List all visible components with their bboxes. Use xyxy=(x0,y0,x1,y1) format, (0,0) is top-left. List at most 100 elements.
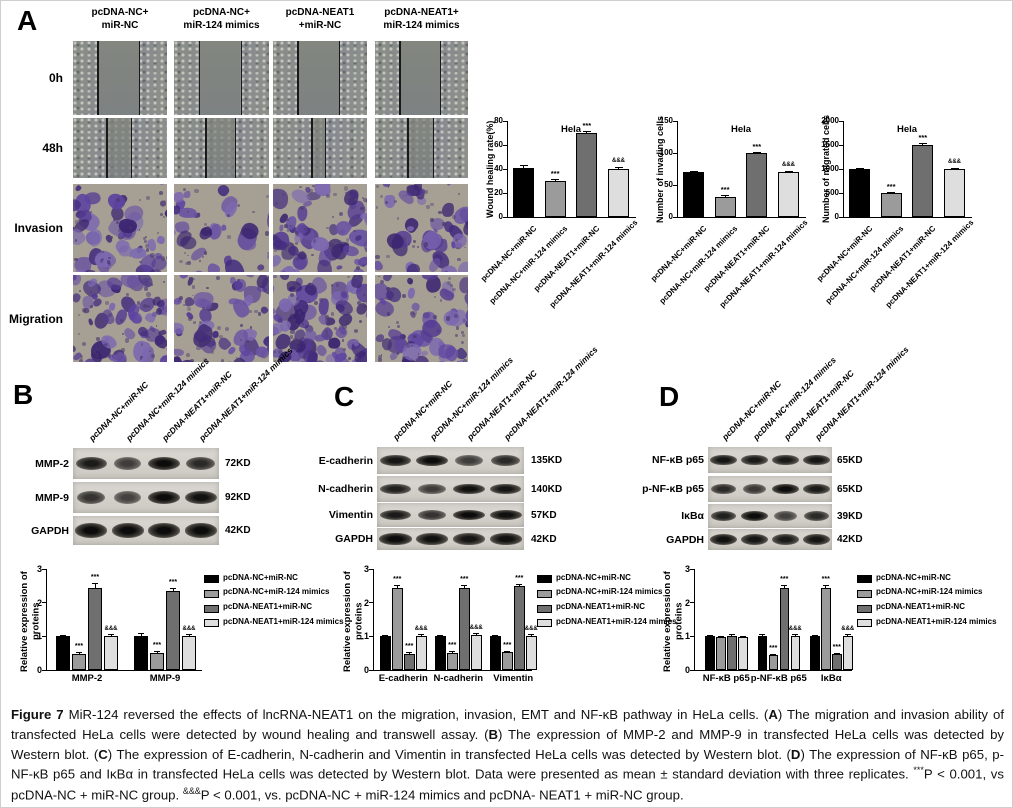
invasion-image-2-speck xyxy=(198,259,202,263)
migration-image-2-speck xyxy=(191,284,196,289)
migration-image-2-speck xyxy=(216,302,219,305)
migrated-cells-y-tick-mark xyxy=(839,144,843,146)
migrated-cells-error-cap xyxy=(950,167,959,169)
invasion-image-2-speck xyxy=(252,210,256,214)
migration-image-1-speck xyxy=(151,353,155,358)
wound-48h-image-1-migrated-cells xyxy=(107,118,131,178)
panel-c-expression-bar xyxy=(490,636,501,670)
wound-48h-image-1-scratch-edge-right xyxy=(130,118,133,178)
wound-48h-image-4 xyxy=(375,118,468,178)
blot-band xyxy=(380,483,411,495)
panel-c-expression-error-cap xyxy=(449,651,456,653)
migration-image-4-speck xyxy=(452,287,457,292)
migration-image-3-speck xyxy=(307,352,310,356)
migration-image-3-speck xyxy=(301,307,306,312)
panel-d-expression-error-cap xyxy=(822,584,829,586)
wound-0h-image-2 xyxy=(174,41,269,115)
invasion-image-2-speck xyxy=(187,254,189,257)
panel-c-expression-bar xyxy=(435,636,446,670)
migration-image-2-speck xyxy=(206,342,208,345)
wound-48h-image-3-cell-field-right xyxy=(324,118,367,178)
migration-image-1-speck xyxy=(146,292,151,297)
invading-cells-sig-marker: &&& xyxy=(782,161,795,168)
invasion-image-2-speck xyxy=(266,251,269,254)
invasion-image-1-speck xyxy=(128,225,133,230)
wound-0h-image-1-wound-area xyxy=(98,41,139,115)
wound-48h-image-3-wound-area xyxy=(312,118,325,178)
blot-band xyxy=(114,490,142,504)
panel-c-expression-legend-swatch xyxy=(537,604,552,613)
blot-kd-label: 42KD xyxy=(837,534,863,545)
blot-strip-GAPDH xyxy=(377,528,524,550)
migration-image-2-speck xyxy=(249,310,252,314)
invasion-image-1-speck xyxy=(161,256,166,261)
panel-b-expression-legend-swatch xyxy=(204,589,219,598)
column-header-3: pcDNA-NEAT1 +miR-NC xyxy=(285,7,355,31)
panel-b-expression-bar xyxy=(150,653,164,670)
panel-b-expression-legend-swatch xyxy=(204,604,219,613)
migration-image-1-speck xyxy=(162,345,166,350)
invasion-image-1-speck xyxy=(138,229,141,231)
migration-image-3-speck xyxy=(327,318,331,323)
invasion-image-1-speck xyxy=(110,235,114,239)
invasion-image-3-speck xyxy=(360,206,364,210)
migration-image-4-speck xyxy=(396,352,400,355)
migration-image-1-speck xyxy=(146,305,150,309)
blot-row-label-MMP-2: MMP-2 xyxy=(35,457,69,470)
migrated-cells-sig-marker: &&& xyxy=(948,158,961,165)
wound-0h-image-4-cell-field-left xyxy=(375,41,401,115)
panel-b-expression-category-label: MMP-2 xyxy=(71,673,103,684)
invasion-image-4-speck xyxy=(455,238,458,242)
wound-48h-image-1-cell-field-left xyxy=(73,118,108,178)
panel-c-expression-sig-marker: &&& xyxy=(414,625,428,632)
migration-image-3-speck xyxy=(308,300,311,304)
invasion-image-4-speck xyxy=(394,200,397,204)
panel-c-expression-sig-marker: *** xyxy=(460,575,469,583)
migration-image-1-stained-cell xyxy=(161,353,167,360)
migrated-cells-bar xyxy=(912,145,934,217)
panel-b-expression-sig-marker: &&& xyxy=(182,626,196,633)
invasion-image-3-speck xyxy=(347,193,350,197)
wound-48h-image-1-scratch-edge-left xyxy=(106,118,108,178)
migration-image-3-speck xyxy=(347,356,352,361)
panel-d-expression-legend-label: pcDNA-NC+miR-124 mimics xyxy=(876,587,983,597)
invasion-image-3-speck xyxy=(343,186,349,191)
wound-48h-image-1-cell-field-right xyxy=(130,118,167,178)
panel-d-expression-error-bar xyxy=(783,585,785,588)
wound-48h-image-1-wound-area xyxy=(107,118,131,178)
wound-0h-image-3-scratch-edge-right xyxy=(338,41,341,115)
migration-image-3-speck xyxy=(303,339,307,344)
migration-image-4-stained-cell xyxy=(421,275,438,280)
migration-image-4-speck xyxy=(432,314,437,319)
invasion-image-4 xyxy=(375,184,468,272)
blot-band xyxy=(148,523,181,538)
invasion-image-1-speck xyxy=(74,239,78,242)
migration-image-3-speck xyxy=(357,300,362,305)
panel-d-expression-sig-marker: *** xyxy=(780,576,789,584)
migrated-cells-y-tick-mark xyxy=(839,216,843,218)
wound-healing-sig-marker: *** xyxy=(582,121,592,131)
migration-image-1-stained-cell xyxy=(165,346,167,354)
panel-c-expression-y-tick-label: 3 xyxy=(363,564,369,574)
migration-image-4-speck xyxy=(396,321,399,324)
column-header-2: pcDNA-NC+ miR-124 mimics xyxy=(183,7,260,31)
caption-bold-text: A xyxy=(768,707,778,722)
panel-b-expression-error-cap xyxy=(138,632,144,634)
blot-band xyxy=(771,483,800,495)
invasion-image-1-speck xyxy=(89,210,93,214)
invasion-image-2-speck xyxy=(186,260,191,265)
migration-image-4-speck xyxy=(447,280,452,286)
invasion-image-1-speck xyxy=(138,270,143,272)
migration-image-2-speck xyxy=(236,278,240,282)
blot-kd-label: 140KD xyxy=(531,483,563,495)
panel-c-expression-bar xyxy=(514,585,525,670)
panel-d-expression-error-cap xyxy=(728,634,735,636)
wound-48h-image-2 xyxy=(174,118,269,178)
panel-c-expression-bar xyxy=(380,636,391,670)
migration-image-3-speck xyxy=(353,328,358,333)
blot-band xyxy=(710,454,737,466)
invading-cells-plot-frame xyxy=(677,121,806,218)
blot-band xyxy=(774,510,797,522)
caption-bold-text: B xyxy=(488,726,499,742)
invasion-image-2-speck xyxy=(194,188,199,193)
